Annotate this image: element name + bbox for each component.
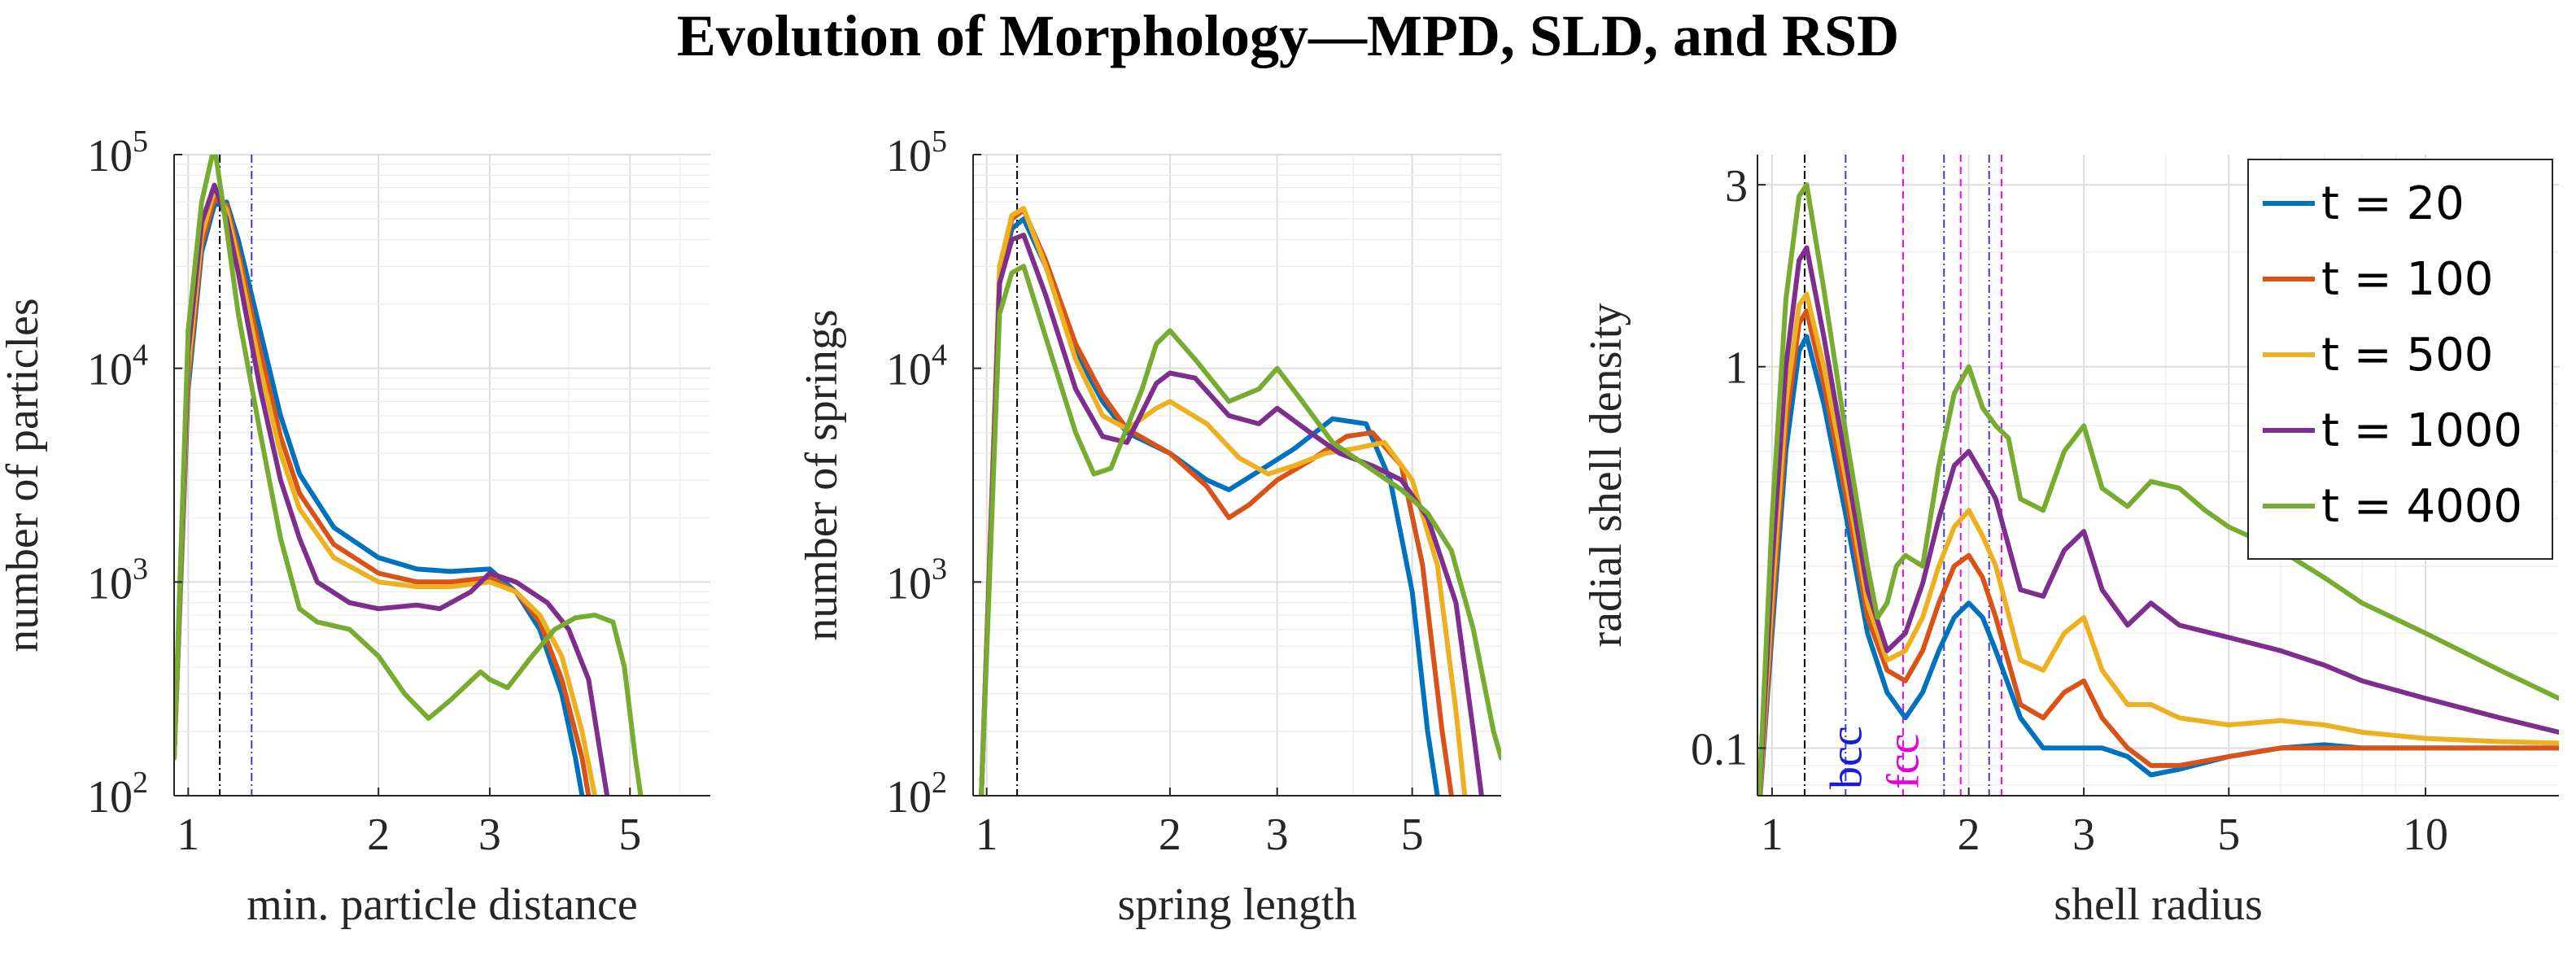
y-tick-label: 103 <box>87 552 148 609</box>
chart-sld: 1 2 3 5 102 103 104 105 spring length number of s… <box>797 124 1502 930</box>
x-tick-label: 3 <box>1266 810 1289 860</box>
annotation-fcc: fcc <box>1879 734 1929 789</box>
series-line-t-1000 <box>174 182 610 796</box>
chart-mpd: 1 2 3 5 102 103 104 105 min. particle distance nu… <box>0 124 710 930</box>
grid <box>174 154 710 797</box>
series-line-t-4000 <box>1757 182 2559 796</box>
annotation-bcc: bcc <box>1821 726 1871 789</box>
legend-box <box>2247 159 2553 560</box>
series-line-t-500 <box>1757 291 2559 796</box>
x-tick-label: 1 <box>1761 810 1784 860</box>
x-tick-label: 1 <box>177 810 199 860</box>
y-axis-label: number of particles <box>0 298 48 652</box>
x-axis-label: shell radius <box>2054 880 2263 930</box>
y-tick-label: 104 <box>886 338 947 395</box>
legend-entry: t = 4000 <box>2321 480 2522 533</box>
y-tick-label: 1 <box>1725 343 1748 394</box>
x-tick-label: 3 <box>2072 810 2095 860</box>
series-group <box>979 206 1501 796</box>
figure-title: Evolution of Morphology—MPD, SLD, and RS… <box>677 3 1899 68</box>
series-group <box>1757 182 2559 796</box>
y-tick-label: 0.1 <box>1691 724 1748 775</box>
legend-entry: t = 500 <box>2321 329 2493 382</box>
y-tick-label: 103 <box>886 552 947 609</box>
grid <box>973 154 1502 797</box>
x-tick-label: 1 <box>976 810 998 860</box>
x-tick-label: 2 <box>1958 810 1980 860</box>
series-line-t-500 <box>979 206 1468 796</box>
legend: t = 20 t = 100 t = 500 t = 1000 t = 4000 <box>2247 159 2553 560</box>
x-tick-label: 2 <box>367 810 390 860</box>
y-tick-label: 104 <box>87 338 148 395</box>
y-tick-label: 102 <box>886 766 947 823</box>
series-line-t-4000 <box>174 155 644 796</box>
legend-entry: t = 20 <box>2321 177 2465 230</box>
y-tick-label: 3 <box>1725 161 1748 212</box>
series-group <box>174 155 644 796</box>
series-line-t-4000 <box>979 264 1501 796</box>
y-axis-label: radial shell density <box>1581 303 1631 647</box>
series-line-t-100 <box>1757 308 2559 796</box>
legend-entry: t = 100 <box>2321 253 2493 306</box>
y-tick-label: 105 <box>886 124 947 181</box>
legend-entry: t = 1000 <box>2321 404 2522 457</box>
y-tick-label: 105 <box>87 124 148 181</box>
x-tick-label: 5 <box>1401 810 1424 860</box>
series-line-t-100 <box>979 207 1454 796</box>
x-axis-label: min. particle distance <box>247 880 637 930</box>
x-tick-label: 2 <box>1159 810 1181 860</box>
chart-rsd: 1 2 3 5 10 0.1 1 3 shell radius radial shell dens… <box>1581 155 2559 930</box>
x-tick-label: 3 <box>478 810 501 860</box>
series-line-t-1000 <box>1757 245 2559 796</box>
series-line-t-500 <box>174 188 598 796</box>
y-tick-label: 102 <box>87 766 148 823</box>
x-tick-label: 10 <box>2403 810 2448 860</box>
x-tick-label: 5 <box>618 810 641 860</box>
x-tick-label: 5 <box>2217 810 2240 860</box>
x-axis-label: spring length <box>1118 880 1357 930</box>
y-axis-label: number of springs <box>797 309 847 641</box>
